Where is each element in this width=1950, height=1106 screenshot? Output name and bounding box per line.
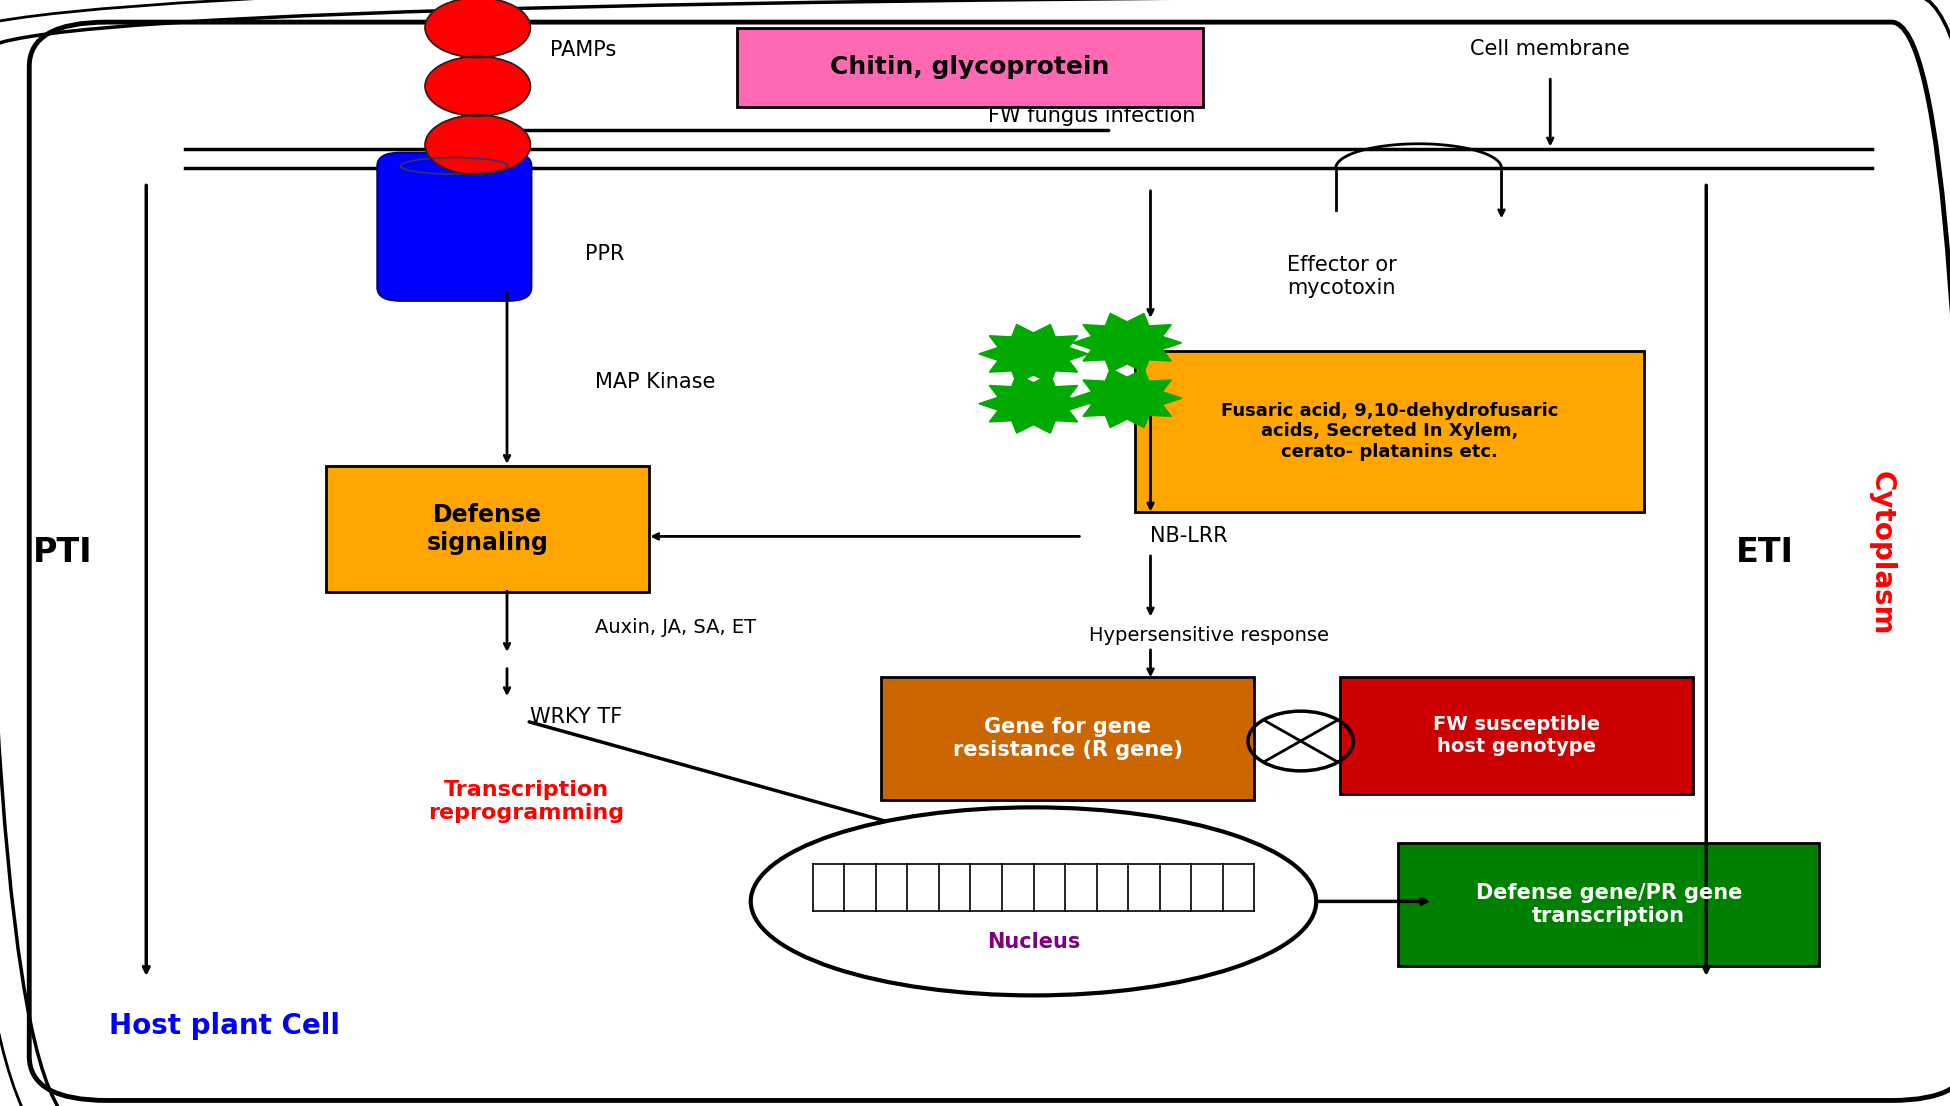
Text: ETI: ETI <box>1736 536 1794 570</box>
FancyBboxPatch shape <box>326 466 649 592</box>
FancyBboxPatch shape <box>881 677 1254 800</box>
Text: PTI: PTI <box>33 536 92 570</box>
Text: PPR: PPR <box>585 244 624 264</box>
Text: Chitin, glycoprotein: Chitin, glycoprotein <box>831 55 1110 80</box>
Text: PAMPs: PAMPs <box>550 40 616 60</box>
Circle shape <box>425 0 530 58</box>
Polygon shape <box>1072 313 1182 373</box>
Ellipse shape <box>751 807 1316 995</box>
FancyBboxPatch shape <box>1398 843 1819 966</box>
Text: WRKY TF: WRKY TF <box>530 707 622 727</box>
Text: Cytoplasm: Cytoplasm <box>1868 471 1895 635</box>
Text: Cell membrane: Cell membrane <box>1470 39 1630 59</box>
Text: Defense
signaling: Defense signaling <box>427 503 548 554</box>
Polygon shape <box>979 374 1088 434</box>
Text: Gene for gene
resistance (R gene): Gene for gene resistance (R gene) <box>954 717 1182 760</box>
Polygon shape <box>1072 368 1182 428</box>
Ellipse shape <box>402 158 507 174</box>
Text: Host plant Cell: Host plant Cell <box>109 1012 339 1041</box>
FancyBboxPatch shape <box>378 153 530 301</box>
Circle shape <box>425 115 530 175</box>
Text: FW susceptible
host genotype: FW susceptible host genotype <box>1433 714 1599 757</box>
Text: MAP Kinase: MAP Kinase <box>595 372 716 392</box>
Circle shape <box>425 56 530 116</box>
Text: FW fungus infection: FW fungus infection <box>989 106 1195 126</box>
Polygon shape <box>979 324 1088 384</box>
Text: Nucleus: Nucleus <box>987 932 1080 952</box>
Text: Auxin, JA, SA, ET: Auxin, JA, SA, ET <box>595 617 757 637</box>
FancyBboxPatch shape <box>737 28 1203 107</box>
Text: NB-LRR: NB-LRR <box>1150 526 1228 546</box>
Text: Effector or
mycotoxin: Effector or mycotoxin <box>1287 254 1396 299</box>
Text: Defense gene/PR gene
transcription: Defense gene/PR gene transcription <box>1476 883 1741 926</box>
Text: Fusaric acid, 9,10-dehydrofusaric
acids, Secreted In Xylem,
cerato- platanins et: Fusaric acid, 9,10-dehydrofusaric acids,… <box>1221 401 1558 461</box>
FancyBboxPatch shape <box>39 28 1950 1095</box>
FancyBboxPatch shape <box>1135 351 1644 512</box>
Text: Hypersensitive response: Hypersensitive response <box>1088 626 1330 646</box>
FancyBboxPatch shape <box>1340 677 1693 794</box>
Text: Transcription
reprogramming: Transcription reprogramming <box>429 780 624 824</box>
